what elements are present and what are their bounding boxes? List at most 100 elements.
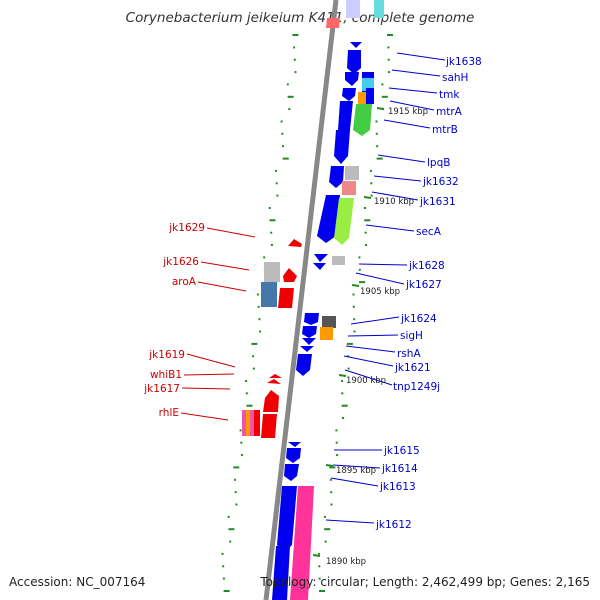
reverse-gene-arrow (288, 239, 302, 247)
gene-label[interactable]: aroA (172, 276, 197, 288)
gc-mark (257, 305, 260, 308)
gene-label[interactable]: tmk (439, 89, 460, 101)
reverse-gene-block (264, 262, 280, 282)
gc-mark (281, 132, 284, 135)
reverse-gene-arrow (278, 288, 294, 308)
gc-mark (251, 342, 258, 345)
gc-mark (245, 392, 248, 395)
reverse-leader-lines (180, 227, 256, 421)
gene-label[interactable]: rhlE (159, 407, 179, 419)
gene-label[interactable]: tnp1249j (393, 381, 440, 393)
gene-label[interactable]: jk1615 (383, 445, 420, 457)
gc-mark (268, 207, 271, 209)
gc-mark (223, 590, 230, 592)
gc-mark (323, 515, 326, 518)
forward-gene-arrow (300, 346, 314, 352)
gc-mark (347, 355, 350, 358)
gene-label[interactable]: jk1614 (381, 463, 418, 475)
gc-mark (318, 565, 321, 568)
reverse-gene-arrow (283, 268, 297, 282)
kbp-label: 1900 kbp (346, 376, 386, 386)
gc-mark (276, 194, 279, 197)
forward-gene-block (346, 0, 360, 18)
gene-label[interactable]: sigH (400, 330, 423, 342)
gc-mark (330, 491, 333, 494)
gc-mark (275, 169, 277, 172)
gc-mark (336, 454, 339, 457)
accession-text: Accession: NC_007164 (9, 575, 146, 589)
gc-mark (324, 528, 331, 531)
gc-mark (222, 565, 225, 568)
forward-leader-lines (325, 52, 446, 524)
gc-mark (280, 120, 283, 123)
gene-label[interactable]: jk1628 (408, 260, 445, 272)
gene-label[interactable]: lpqB (427, 157, 450, 169)
forward-gene-arrow (296, 354, 312, 376)
gene-label[interactable]: jk1632 (422, 176, 459, 188)
gc-mark (324, 540, 327, 543)
gene-label[interactable]: jk1617 (143, 383, 180, 395)
reverse-gene-arrow (326, 18, 340, 28)
gc-mark (365, 244, 367, 246)
gc-mark (341, 380, 343, 382)
reverse-gene-labels: jk1629 jk1626 aroA jk1619 whiB1 jk1617 r… (143, 222, 205, 419)
forward-gene-arrow (347, 50, 361, 74)
gene-label[interactable]: jk1629 (168, 222, 205, 234)
gc-mark (353, 318, 356, 321)
gc-mark (275, 182, 278, 185)
gene-label[interactable]: sahH (442, 72, 468, 84)
reverse-gene-arrow (263, 390, 279, 412)
forward-gene-block (342, 181, 356, 195)
gene-label[interactable]: jk1619 (148, 349, 185, 361)
gene-label[interactable]: jk1612 (375, 519, 412, 531)
gc-mark (359, 281, 366, 284)
gc-mark (376, 145, 379, 148)
reverse-gene-arrow (269, 374, 282, 378)
gene-label[interactable]: jk1627 (405, 279, 442, 291)
gc-mark (375, 132, 378, 135)
gene-label[interactable]: jk1638 (445, 56, 482, 68)
gc-mark (263, 256, 266, 259)
gc-mark (329, 478, 332, 481)
gc-mark (293, 46, 296, 49)
gc-mark (319, 590, 325, 592)
gene-label[interactable]: secA (416, 226, 442, 238)
gc-mark (227, 515, 230, 518)
gc-mark (364, 231, 367, 234)
gene-label[interactable]: jk1613 (379, 481, 416, 493)
gene-label[interactable]: whiB1 (150, 369, 182, 381)
forward-gene-block (332, 256, 345, 265)
gene-label[interactable]: rshA (397, 348, 421, 360)
gc-mark (335, 429, 338, 432)
gene-label[interactable]: mtrB (432, 124, 458, 136)
forward-gene-block (362, 78, 374, 91)
gc-mark (387, 34, 393, 36)
reverse-gene-block (246, 410, 250, 436)
gc-mark (330, 503, 333, 506)
forward-gene-arrow (288, 442, 301, 447)
gc-mark (375, 120, 378, 123)
gc-mark (259, 330, 262, 333)
gc-mark (282, 157, 289, 160)
gene-label[interactable]: mtrA (436, 106, 463, 118)
gene-label[interactable]: jk1626 (162, 256, 199, 268)
gene-label[interactable]: jk1621 (394, 362, 431, 374)
gc-mark (234, 478, 236, 481)
gene-label[interactable]: jk1631 (419, 196, 456, 208)
gene-label[interactable]: jk1624 (400, 313, 437, 325)
gc-mark (245, 380, 248, 382)
forward-gene-arrow (350, 42, 362, 48)
gc-mark (282, 145, 284, 148)
gc-mark (342, 417, 344, 419)
gc-mark (252, 355, 255, 358)
gc-mark (252, 367, 255, 370)
gc-mark (370, 194, 373, 197)
forward-gene-block (322, 316, 336, 328)
forward-gene-block (374, 0, 384, 18)
gc-mark (318, 577, 321, 580)
forward-gene-block (345, 166, 359, 180)
gc-mark (381, 83, 384, 86)
gc-mark (352, 293, 355, 296)
gc-mark (387, 46, 390, 49)
gc-mark (381, 95, 388, 98)
